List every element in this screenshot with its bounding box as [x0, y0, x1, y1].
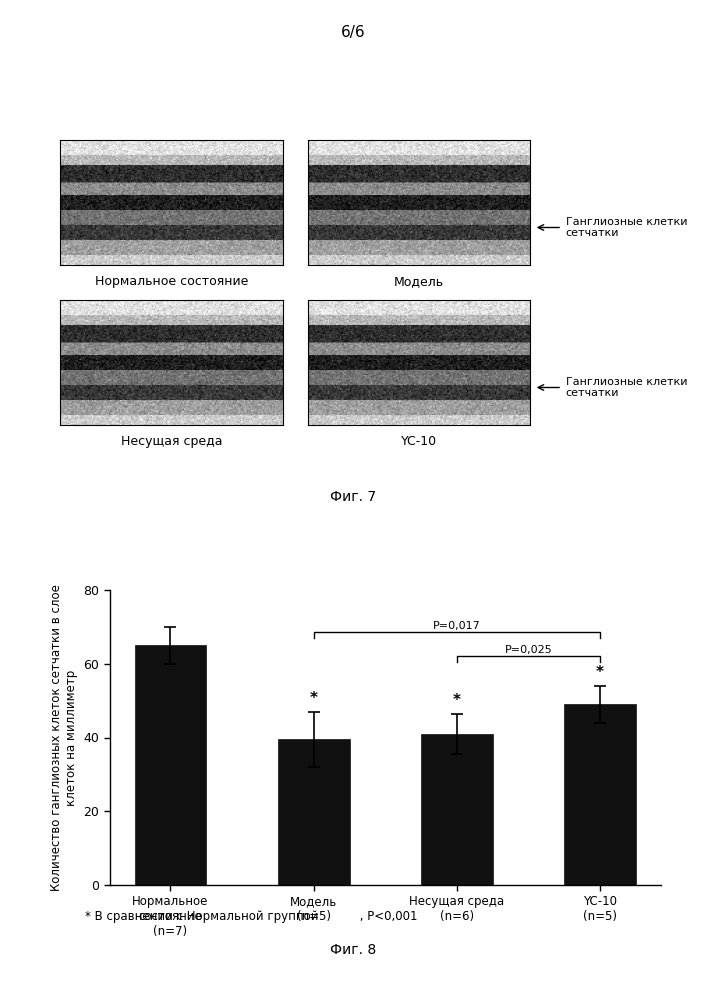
Bar: [134, 645, 206, 885]
Text: YC-10: YC-10: [401, 435, 437, 448]
Text: *: *: [596, 665, 604, 680]
Text: P=0,025: P=0,025: [505, 645, 552, 655]
Text: * В сравнении с Нормальной группой           , P<0,001: * В сравнении с Нормальной группой , P<0…: [85, 910, 417, 923]
Text: Ганглиозные клетки
сетчатки: Ганглиозные клетки сетчатки: [566, 217, 687, 238]
Bar: [421, 734, 493, 885]
Bar: [564, 704, 636, 885]
Y-axis label: Количество ганглиозных клеток сетчатки в слое
клеток на миллиметр: Количество ганглиозных клеток сетчатки в…: [49, 584, 78, 891]
Text: *: *: [310, 691, 317, 706]
Text: Ганглиозные клетки
сетчатки: Ганглиозные клетки сетчатки: [566, 377, 687, 398]
Bar: [278, 739, 349, 885]
Text: Нормальное состояние: Нормальное состояние: [95, 275, 248, 288]
Text: 6/6: 6/6: [341, 25, 366, 40]
Text: Несущая среда: Несущая среда: [121, 435, 222, 448]
Text: Фиг. 7: Фиг. 7: [330, 490, 377, 504]
Text: Фиг. 8: Фиг. 8: [330, 943, 377, 957]
Text: P=0,017: P=0,017: [433, 621, 481, 631]
Text: Модель: Модель: [394, 275, 444, 288]
Text: *: *: [453, 693, 461, 708]
